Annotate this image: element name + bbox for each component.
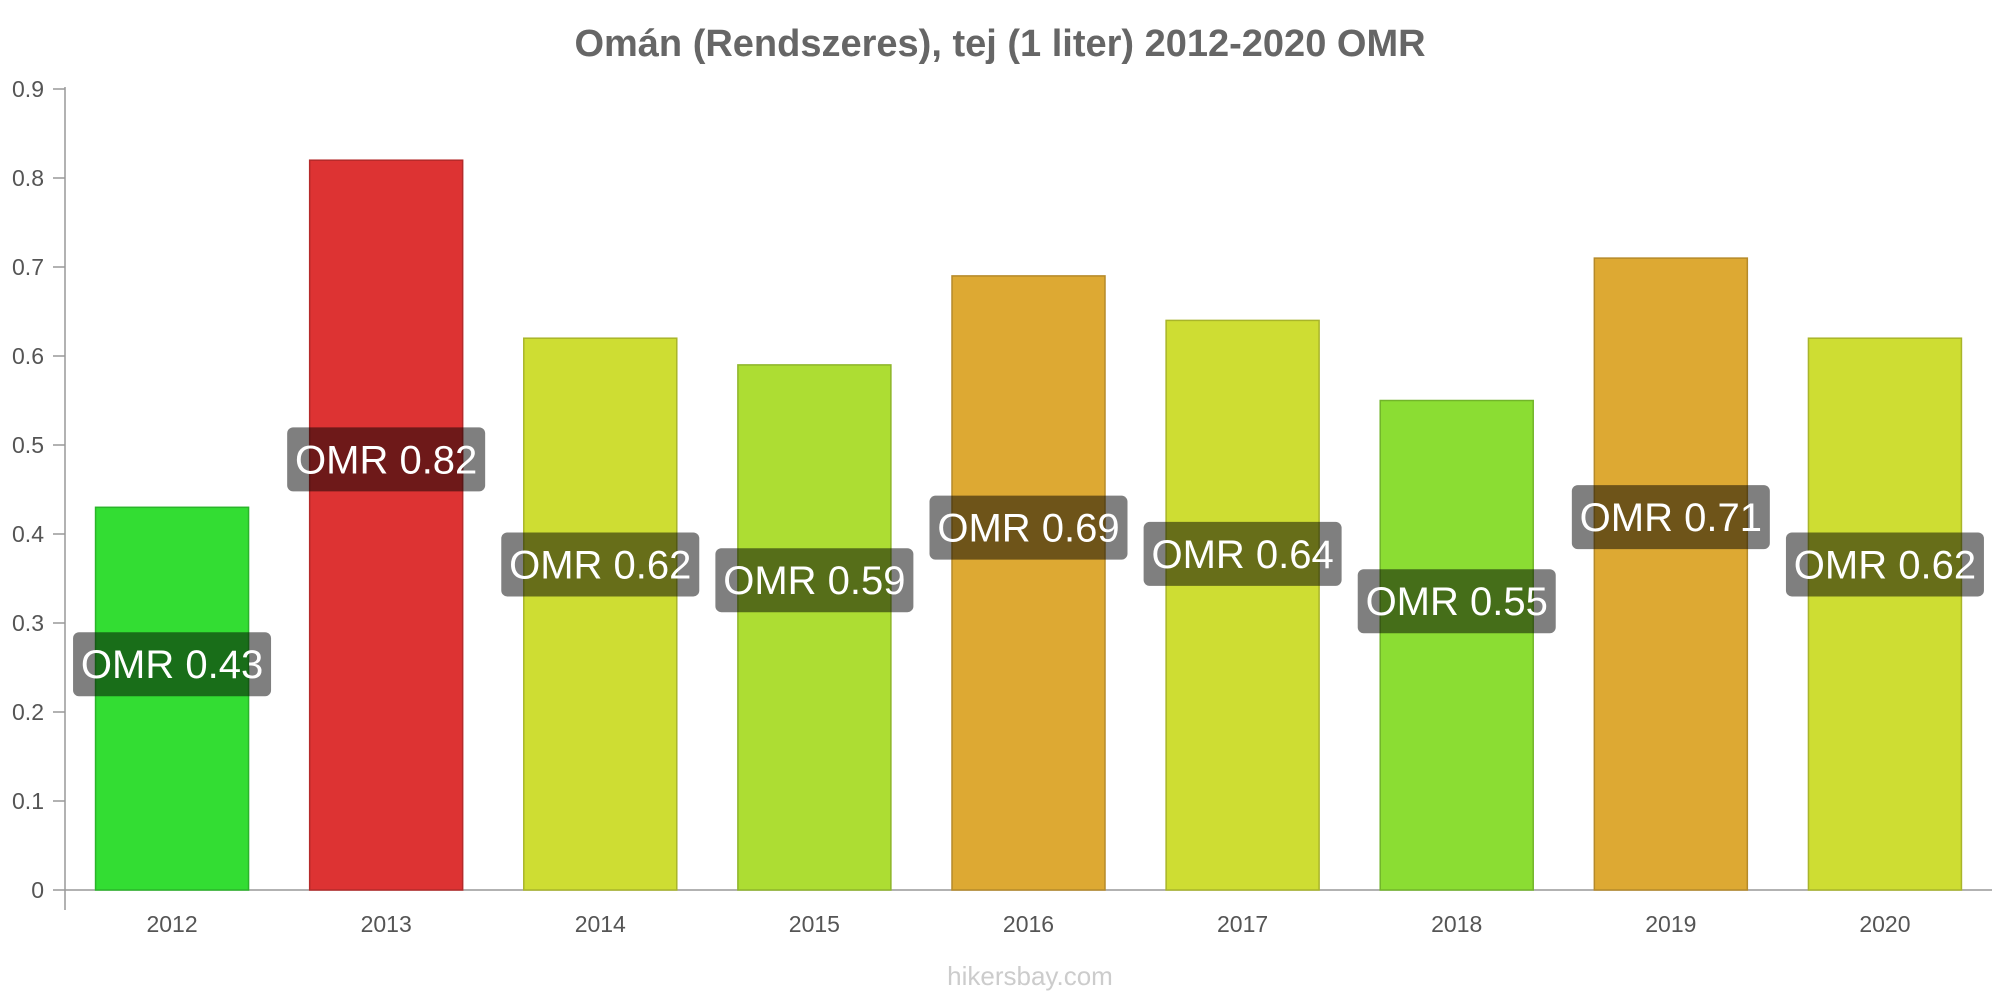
data-label-2018: OMR 0.55: [1366, 580, 1548, 624]
y-tick-label: 0.5: [12, 432, 44, 458]
y-tick-label: 0: [31, 877, 44, 903]
data-label-2016: OMR 0.69: [937, 507, 1119, 551]
data-label-2013: OMR 0.82: [295, 438, 477, 482]
y-tick-label: 0.3: [12, 610, 44, 636]
data-label-background: [73, 632, 272, 697]
x-tick-label: 2018: [1431, 911, 1482, 937]
data-label-background: [501, 532, 700, 597]
y-axis: 0 0.1 0.2 0.3 0.4 0.5 0.6 0.7 0.8 0.9: [12, 76, 66, 910]
bar-2020: [1807, 337, 1963, 891]
data-label-background: [929, 495, 1128, 560]
y-tick-label: 0.4: [12, 521, 44, 547]
x-tick-label: 2014: [575, 911, 626, 937]
bar-2016: [951, 275, 1106, 891]
x-tick-label: 2020: [1859, 911, 1910, 937]
data-label-background: [1357, 569, 1556, 634]
bar-2015: [737, 364, 892, 891]
bar-2013: [308, 159, 464, 891]
x-tick-label: 2015: [789, 911, 840, 937]
data-label-2015: OMR 0.59: [723, 559, 905, 603]
y-tick-label: 0.7: [12, 254, 44, 280]
bar-2018: [1379, 399, 1534, 891]
x-tick-label: 2017: [1217, 911, 1268, 937]
data-label-2012: OMR 0.43: [81, 643, 263, 687]
x-tick-label: 2012: [146, 911, 197, 937]
data-label-2019: OMR 0.71: [1580, 496, 1762, 540]
data-label-background: [1143, 521, 1342, 586]
y-tick-label: 0.6: [12, 343, 44, 369]
data-label-2014: OMR 0.62: [509, 543, 691, 587]
data-label-2020: OMR 0.62: [1794, 543, 1976, 587]
bars-group: [94, 159, 1963, 891]
data-labels-group: OMR 0.43 OMR 0.82 OMR 0.62 OMR 0.59 OMR 0.69…: [73, 427, 1984, 697]
data-label-background: [715, 548, 914, 613]
chart-title: Omán (Rendszeres), tej (1 liter) 2012-20…: [574, 23, 1425, 65]
y-tick-label: 0.8: [12, 165, 44, 191]
bar-2012: [94, 506, 250, 891]
data-label-2017: OMR 0.64: [1151, 533, 1333, 577]
x-axis: 2012 2013 2014 2015 2016 2017 2018 2019 2020: [65, 889, 1992, 937]
data-label-background: [287, 427, 486, 492]
x-tick-label: 2016: [1003, 911, 1054, 937]
bar-2017: [1165, 319, 1320, 891]
x-tick-label: 2013: [361, 911, 412, 937]
watermark: hikersbay.com: [947, 961, 1113, 991]
data-label-background: [1571, 485, 1770, 550]
x-tick-label: 2019: [1645, 911, 1696, 937]
bar-2019: [1593, 257, 1749, 891]
bar-2014: [523, 337, 678, 891]
data-label-background: [1785, 532, 1984, 597]
y-tick-label: 0.9: [12, 76, 44, 102]
y-tick-label: 0.1: [12, 788, 44, 814]
y-tick-label: 0.2: [12, 699, 44, 725]
